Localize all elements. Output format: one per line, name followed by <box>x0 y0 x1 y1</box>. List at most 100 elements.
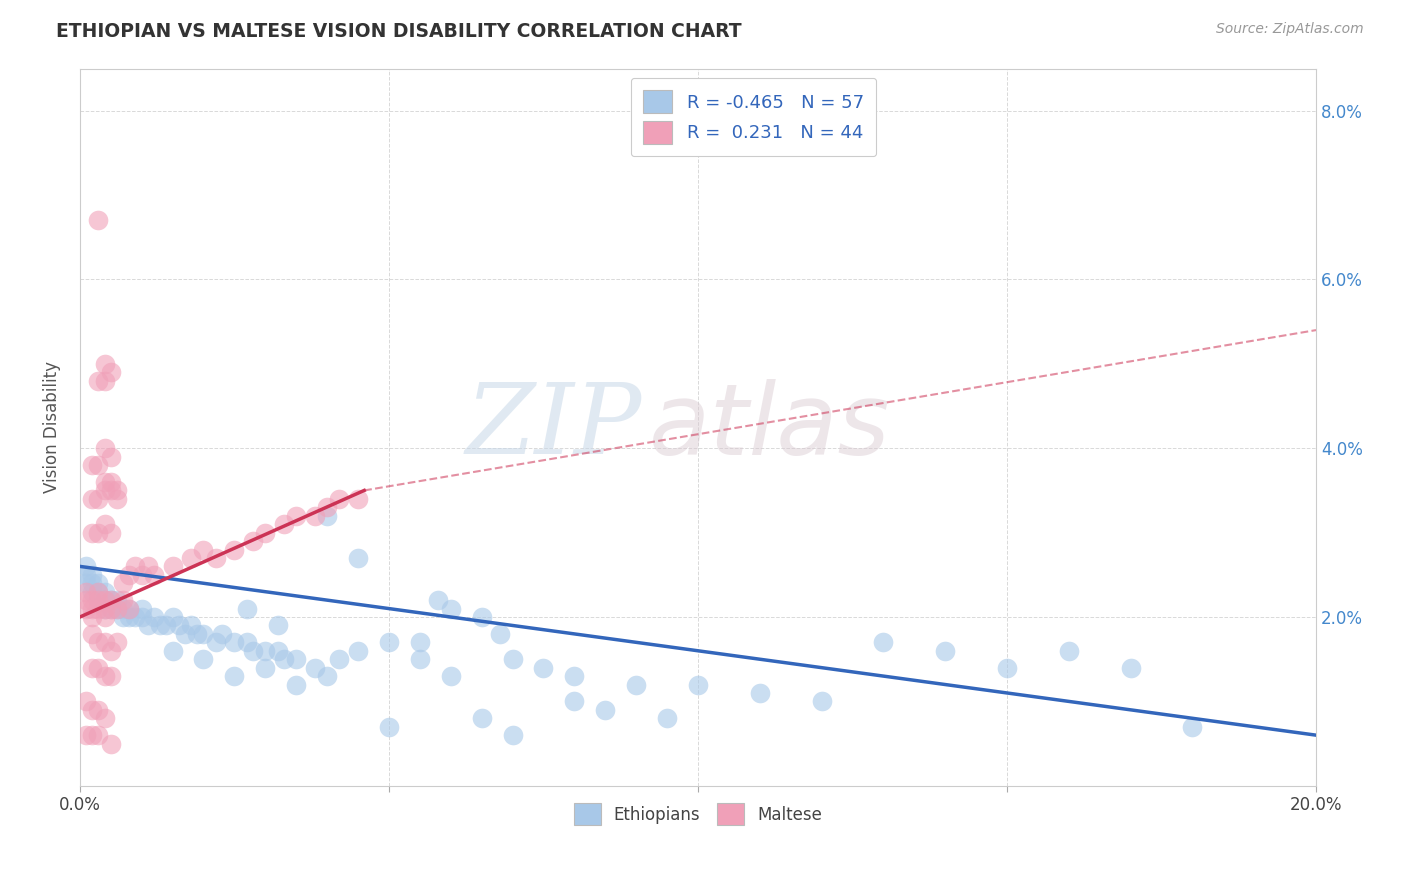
Point <box>75 576 97 591</box>
Point <box>82 576 104 591</box>
Point <box>100 593 122 607</box>
Point <box>273 652 295 666</box>
Point <box>562 669 585 683</box>
Point <box>100 644 122 658</box>
Point <box>328 652 350 666</box>
Point <box>87 593 110 607</box>
Point <box>75 728 97 742</box>
Point <box>87 458 110 472</box>
Point <box>82 610 104 624</box>
Point <box>1181 720 1204 734</box>
Point <box>93 610 115 624</box>
Point <box>87 584 110 599</box>
Point <box>254 660 277 674</box>
Point <box>93 517 115 532</box>
Point <box>471 610 494 624</box>
Point <box>112 593 135 607</box>
Point <box>75 593 97 607</box>
Point <box>93 357 115 371</box>
Point <box>100 525 122 540</box>
Point <box>174 627 197 641</box>
Point <box>93 601 115 615</box>
Text: Source: ZipAtlas.com: Source: ZipAtlas.com <box>1216 22 1364 37</box>
Point <box>100 475 122 489</box>
Point <box>686 677 709 691</box>
Point <box>149 618 172 632</box>
Point <box>304 508 326 523</box>
Point <box>347 551 370 566</box>
Point <box>440 601 463 615</box>
Point <box>82 601 104 615</box>
Point <box>100 601 122 615</box>
Point <box>304 660 326 674</box>
Point <box>162 644 184 658</box>
Point <box>193 627 215 641</box>
Point <box>810 694 832 708</box>
Text: ZIP: ZIP <box>465 379 643 475</box>
Point <box>118 610 141 624</box>
Point <box>82 458 104 472</box>
Point <box>533 660 555 674</box>
Point <box>100 365 122 379</box>
Point <box>180 618 202 632</box>
Point <box>162 559 184 574</box>
Point <box>872 635 894 649</box>
Point <box>124 610 146 624</box>
Point <box>471 711 494 725</box>
Point <box>82 703 104 717</box>
Point <box>285 508 308 523</box>
Point <box>112 576 135 591</box>
Point <box>82 728 104 742</box>
Point <box>87 584 110 599</box>
Point <box>118 601 141 615</box>
Point <box>105 601 128 615</box>
Point <box>562 694 585 708</box>
Point <box>118 601 141 615</box>
Point <box>180 551 202 566</box>
Point <box>748 686 770 700</box>
Point <box>82 525 104 540</box>
Point <box>409 652 432 666</box>
Point <box>118 567 141 582</box>
Point <box>105 593 128 607</box>
Point <box>82 491 104 506</box>
Point <box>87 601 110 615</box>
Point <box>155 618 177 632</box>
Point <box>112 601 135 615</box>
Text: ETHIOPIAN VS MALTESE VISION DISABILITY CORRELATION CHART: ETHIOPIAN VS MALTESE VISION DISABILITY C… <box>56 22 742 41</box>
Point <box>93 593 115 607</box>
Point <box>82 584 104 599</box>
Point <box>75 584 97 599</box>
Point <box>87 374 110 388</box>
Point <box>93 584 115 599</box>
Point <box>378 720 401 734</box>
Point <box>593 703 616 717</box>
Text: atlas: atlas <box>648 378 890 475</box>
Point <box>105 491 128 506</box>
Point <box>440 669 463 683</box>
Point <box>143 610 166 624</box>
Point <box>186 627 208 641</box>
Point <box>87 213 110 227</box>
Point <box>87 525 110 540</box>
Point <box>105 483 128 498</box>
Point <box>136 559 159 574</box>
Legend: Ethiopians, Maltese: Ethiopians, Maltese <box>564 793 832 835</box>
Point <box>75 601 97 615</box>
Point <box>235 635 257 649</box>
Point <box>93 635 115 649</box>
Point <box>316 508 339 523</box>
Point <box>87 703 110 717</box>
Point <box>254 525 277 540</box>
Point <box>75 694 97 708</box>
Point <box>224 669 246 683</box>
Point <box>82 593 104 607</box>
Point <box>87 728 110 742</box>
Point <box>93 483 115 498</box>
Point <box>316 669 339 683</box>
Point <box>224 542 246 557</box>
Point <box>87 660 110 674</box>
Point <box>105 601 128 615</box>
Point <box>100 483 122 498</box>
Point <box>254 644 277 658</box>
